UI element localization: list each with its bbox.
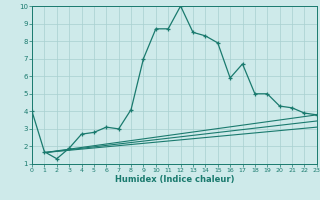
X-axis label: Humidex (Indice chaleur): Humidex (Indice chaleur) — [115, 175, 234, 184]
